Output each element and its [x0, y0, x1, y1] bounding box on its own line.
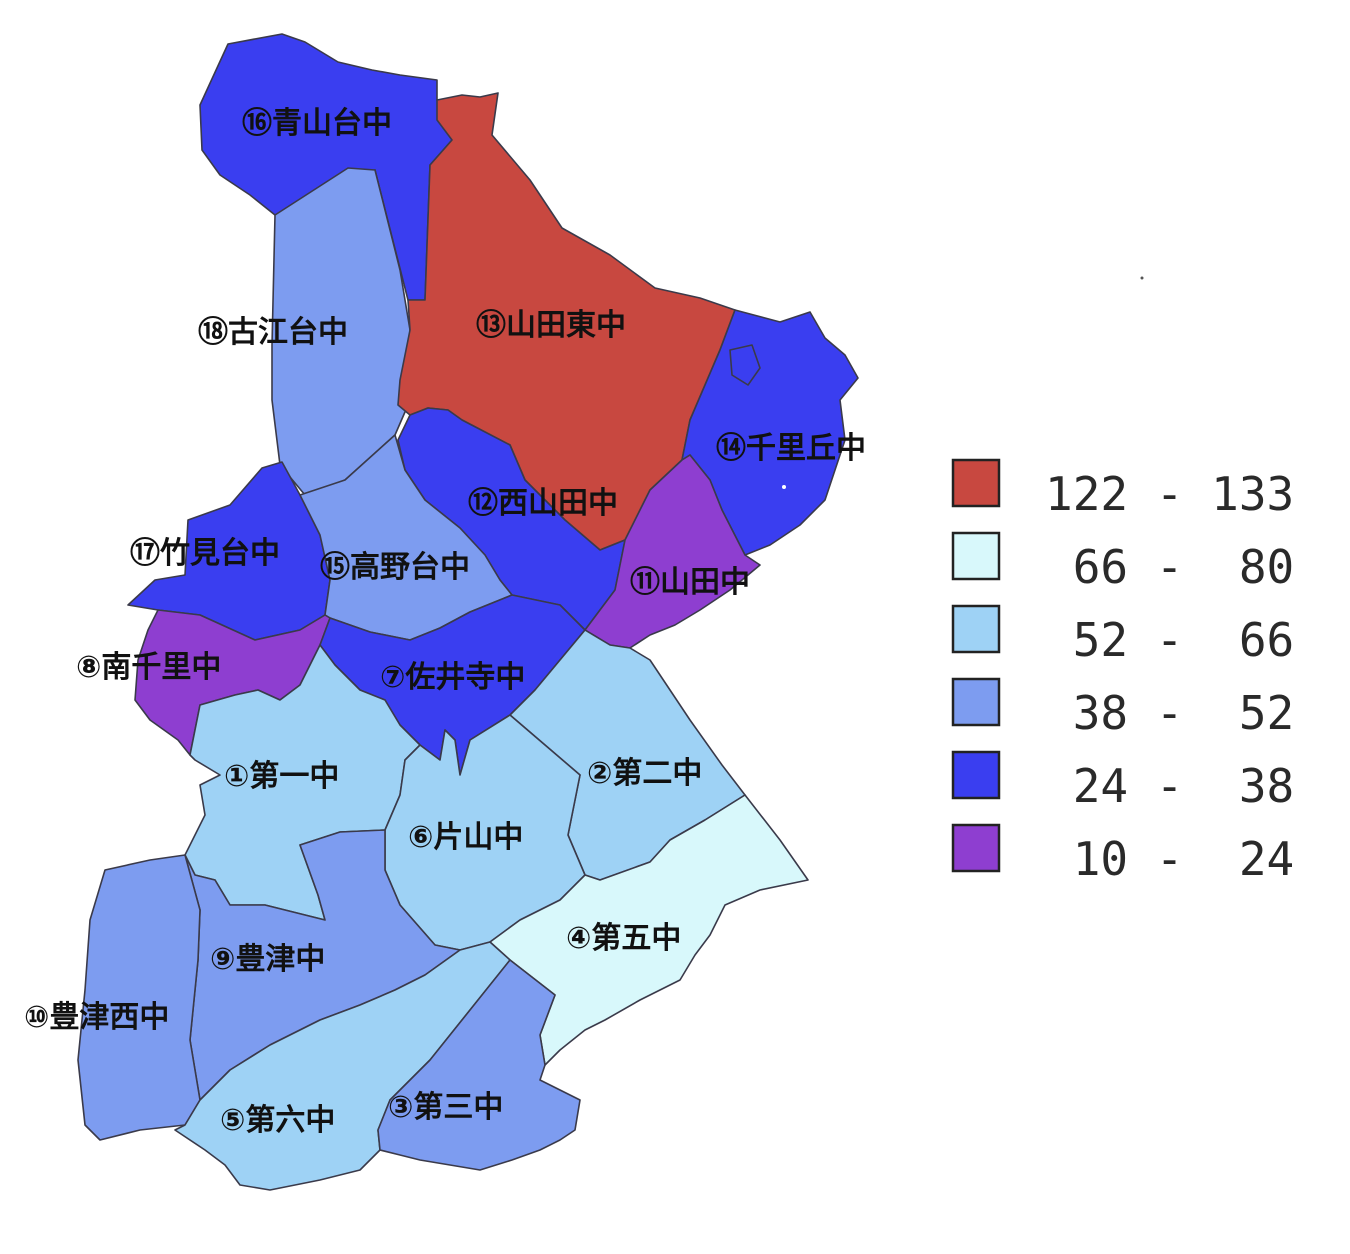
label-daisan: ③第三中	[388, 1090, 503, 1125]
legend-item: 122 - 133	[951, 458, 1294, 521]
district-senrioka	[681, 309, 859, 556]
label-yamada: ⑪山田中	[630, 565, 750, 600]
label-daigo: ④第五中	[566, 921, 681, 956]
legend-range: 38 - 52	[1045, 686, 1294, 740]
legend-item: 10 - 24	[951, 823, 1294, 886]
legend-range: 24 - 38	[1045, 759, 1294, 813]
legend-swatch	[951, 750, 1001, 800]
legend-item: 38 - 52	[951, 677, 1294, 740]
map-speck	[1140, 276, 1144, 280]
label-katayama: ⑥片山中	[408, 820, 523, 855]
label-toyotsunishi: ⑩豊津西中	[24, 1000, 169, 1035]
label-daini: ②第二中	[587, 756, 702, 791]
legend-range: 10 - 24	[1045, 832, 1294, 886]
legend-swatch	[951, 823, 1001, 873]
legend-swatch	[951, 458, 1001, 508]
label-kounodai: ⑮高野台中	[320, 550, 470, 585]
legend-item: 66 - 80	[951, 531, 1294, 594]
legend-item: 52 - 66	[951, 604, 1294, 667]
legend-item: 24 - 38	[951, 750, 1294, 813]
label-nishiyamada: ⑫西山田中	[468, 486, 618, 521]
label-toyotsu: ⑨豊津中	[210, 942, 325, 977]
legend-range: 52 - 66	[1045, 613, 1294, 667]
district-toyotsunishi	[77, 854, 201, 1141]
label-daiichi: ①第一中	[224, 759, 339, 794]
legend-swatch	[951, 531, 1001, 581]
label-takemidai: ⑰竹見台中	[130, 536, 280, 571]
label-yamadahigashi: ⑬山田東中	[476, 308, 626, 343]
label-aoyamadai: ⑯青山台中	[242, 106, 392, 141]
legend-swatch	[951, 604, 1001, 654]
label-saiji: ⑦佐井寺中	[380, 660, 525, 695]
label-minamisenri: ⑧南千里中	[76, 650, 221, 685]
legend-range: 66 - 80	[1045, 540, 1294, 594]
legend-swatch	[951, 677, 1001, 727]
label-senrioka: ⑭千里丘中	[716, 431, 866, 466]
label-furuedai: ⑱古江台中	[198, 315, 348, 350]
legend-range: 122 - 133	[1045, 467, 1294, 521]
map-speck	[782, 485, 786, 489]
legend: 122 - 133 66 - 80 52 - 66 38 - 52 24 - 3…	[951, 458, 1294, 886]
label-dairoku: ⑤第六中	[220, 1103, 335, 1138]
district-daisan	[377, 959, 581, 1171]
